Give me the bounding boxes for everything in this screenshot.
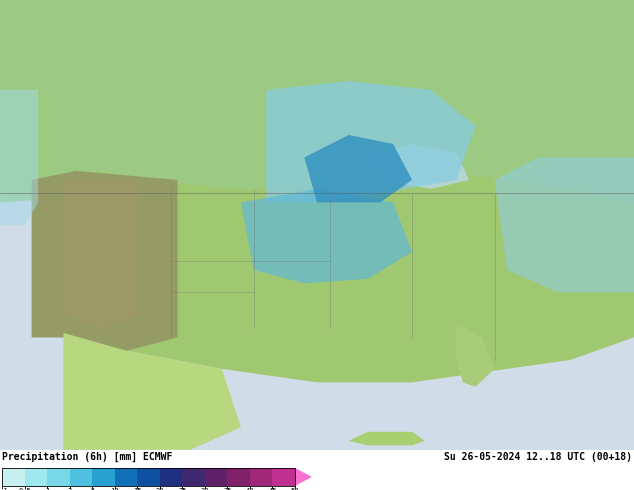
Text: 2: 2 [67,489,72,490]
Polygon shape [304,135,412,202]
Text: 45: 45 [268,489,276,490]
Text: 20: 20 [155,489,164,490]
Bar [92,468,115,486]
Text: 50: 50 [291,489,299,490]
Text: 5: 5 [90,489,94,490]
Text: Su 26-05-2024 12..18 UTC (00+18): Su 26-05-2024 12..18 UTC (00+18) [444,452,632,462]
Polygon shape [63,180,139,328]
Text: 30: 30 [200,489,209,490]
Polygon shape [0,90,38,225]
Bar [250,468,273,486]
Polygon shape [32,171,634,382]
Bar [160,468,183,486]
Text: 40: 40 [245,489,254,490]
Bar [47,468,70,486]
Bar [2,468,295,486]
Polygon shape [295,468,312,486]
Polygon shape [368,144,469,189]
Bar [273,468,295,486]
Polygon shape [495,157,634,293]
Bar [2,468,25,486]
Text: 0.5: 0.5 [18,489,31,490]
Polygon shape [266,81,476,202]
Bar [137,468,160,486]
Polygon shape [349,432,425,445]
Bar [205,468,228,486]
Bar [228,468,250,486]
Text: 10: 10 [110,489,119,490]
Polygon shape [32,171,178,351]
Text: Precipitation (6h) [mm] ECMWF: Precipitation (6h) [mm] ECMWF [2,452,172,462]
Bar [183,468,205,486]
Polygon shape [241,189,412,283]
Text: 1: 1 [45,489,49,490]
Text: 35: 35 [223,489,231,490]
Text: 15: 15 [133,489,141,490]
Text: 0.1: 0.1 [0,489,8,490]
Bar [25,468,47,486]
Bar [115,468,137,486]
Polygon shape [456,324,495,387]
Text: 25: 25 [178,489,186,490]
Polygon shape [0,0,634,225]
Polygon shape [63,333,241,450]
Bar [70,468,92,486]
